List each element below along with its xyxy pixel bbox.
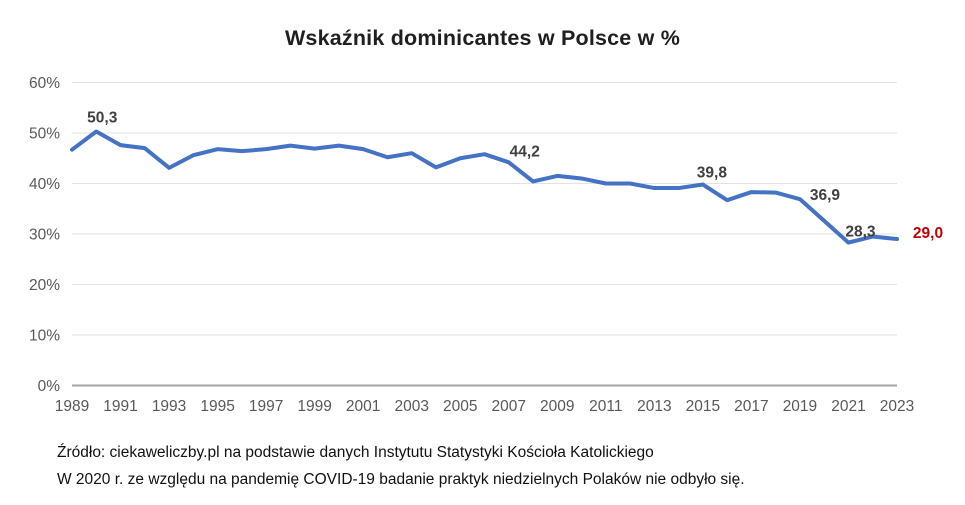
covid-footnote: W 2020 r. ze względu na pandemię COVID-1…: [57, 471, 745, 488]
x-tick-label: 2023: [880, 398, 914, 415]
x-tick-label: 2019: [783, 398, 817, 415]
x-tick-label: 2011: [589, 398, 622, 415]
chart-title: Wskaźnik dominicantes w Polsce w %: [284, 26, 681, 50]
x-tick-label: 2021: [831, 398, 865, 415]
data-label-2015: 39,8: [697, 165, 728, 182]
x-tick-label: 2001: [346, 398, 380, 415]
x-tick-label: 2013: [637, 398, 671, 415]
x-tick-label: 2003: [394, 398, 428, 415]
x-tick-label: 2007: [492, 398, 526, 415]
x-tick-label: 2009: [540, 398, 574, 415]
y-tick-label: 40%: [29, 176, 60, 193]
x-tick-label: 1997: [249, 398, 283, 415]
y-tick-label: 30%: [29, 227, 60, 244]
x-tick-label: 2015: [686, 398, 720, 415]
data-label-2019: 36,9: [810, 187, 841, 204]
x-tick-label: 2005: [443, 398, 477, 415]
y-tick-label: 50%: [29, 126, 60, 143]
x-tick-label: 1993: [152, 398, 186, 415]
data-label-2021: 28,3: [845, 224, 876, 241]
x-tick-label: 1995: [200, 398, 234, 415]
y-tick-label: 0%: [38, 378, 61, 395]
x-tick-label: 1989: [55, 398, 89, 415]
x-tick-label: 1991: [103, 398, 137, 415]
data-label-1990: 50,3: [87, 109, 118, 126]
y-tick-label: 20%: [29, 277, 60, 294]
y-tick-label: 10%: [29, 328, 60, 345]
x-tick-label: 2017: [734, 398, 768, 415]
y-tick-label: 60%: [29, 75, 60, 92]
data-line: [70, 129, 899, 245]
source-note: Źródło: ciekaweliczby.pl na podstawie da…: [57, 444, 654, 461]
data-label-2023: 29,0: [913, 225, 943, 242]
x-tick-label: 1999: [297, 398, 331, 415]
data-label-2007: 44,2: [510, 143, 540, 160]
